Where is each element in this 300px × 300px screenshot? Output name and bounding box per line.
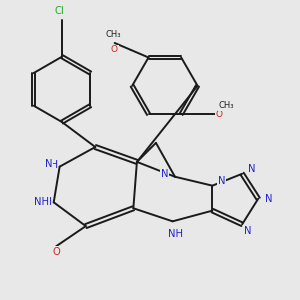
Text: O: O: [216, 110, 223, 118]
Text: N: N: [265, 194, 273, 204]
Text: NH: NH: [43, 160, 58, 170]
Text: N: N: [248, 164, 255, 174]
Text: NH: NH: [168, 230, 183, 239]
Text: CH₃: CH₃: [219, 101, 234, 110]
Text: N: N: [45, 159, 53, 169]
Text: CH₃: CH₃: [106, 30, 121, 39]
Text: O: O: [111, 46, 118, 55]
Text: N: N: [160, 169, 168, 179]
Text: N: N: [218, 176, 226, 186]
Text: NH: NH: [37, 197, 52, 207]
Text: Cl: Cl: [55, 7, 64, 16]
Text: N: N: [244, 226, 252, 236]
Text: O: O: [52, 247, 60, 257]
Text: NH: NH: [34, 197, 49, 207]
